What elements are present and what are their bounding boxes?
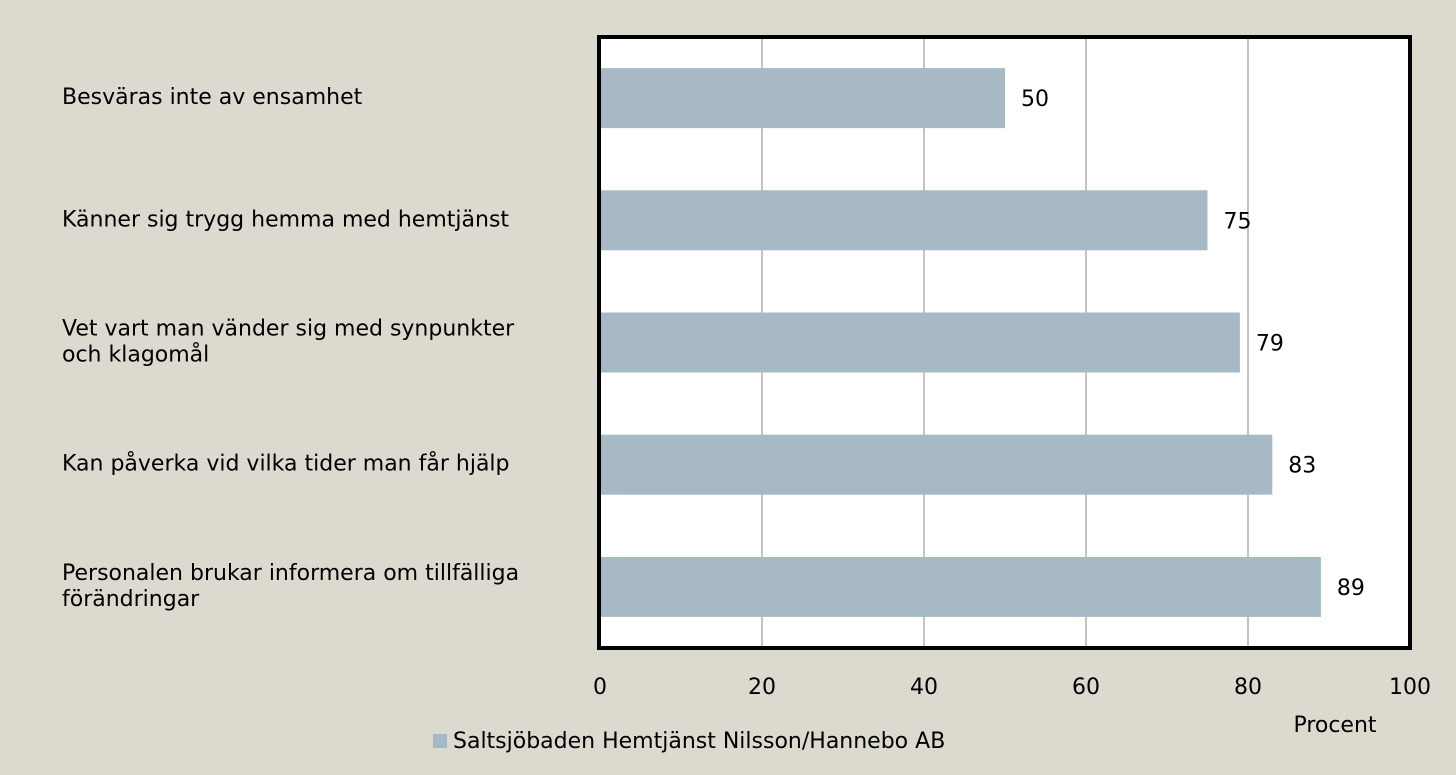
bar (600, 190, 1208, 251)
bar (600, 68, 1005, 129)
x-axis-label: Procent (1293, 713, 1376, 738)
bar (600, 556, 1321, 617)
data-label: 89 (1337, 576, 1365, 601)
label-line: förändringar (62, 587, 200, 612)
legend-label: Saltsjöbaden Hemtjänst Nilsson/Hannebo A… (453, 729, 945, 754)
data-label: 79 (1256, 332, 1284, 357)
bar (600, 312, 1240, 373)
label-line: och klagomål (62, 342, 209, 368)
bar (600, 434, 1273, 495)
x-tick-label: 80 (1234, 675, 1262, 700)
x-tick-label: 40 (910, 675, 938, 700)
x-tick-label: 100 (1389, 675, 1431, 700)
legend-swatch (433, 734, 447, 748)
label-line: Personalen brukar informera om tillfälli… (62, 561, 519, 586)
y-tick-label: Kan påverka vid vilka tider man får hjäl… (62, 451, 510, 477)
y-tick-label: Besväras inte av ensamhet (62, 85, 363, 110)
label-line: Besväras inte av ensamhet (62, 85, 363, 110)
x-tick-label: 0 (593, 675, 607, 700)
label-line: Känner sig trygg hemma med hemtjänst (62, 207, 509, 232)
label-line: Kan påverka vid vilka tider man får hjäl… (62, 451, 510, 477)
marks (600, 68, 1321, 617)
y-tick-label: Vet vart man vänder sig med synpunkter oc… (62, 317, 515, 368)
data-label: 50 (1021, 87, 1049, 112)
y-tick-label: Känner sig trygg hemma med hemtjänst (62, 207, 509, 232)
data-label: 75 (1224, 209, 1252, 234)
label-line: Vet vart man vänder sig med synpunkter (62, 317, 515, 342)
x-tick-label: 20 (748, 675, 776, 700)
y-tick-label: Personalen brukar informera om tillfälli… (62, 561, 519, 612)
x-tick-label: 60 (1072, 675, 1100, 700)
plot-border (597, 35, 1412, 650)
data-label: 83 (1288, 454, 1316, 479)
